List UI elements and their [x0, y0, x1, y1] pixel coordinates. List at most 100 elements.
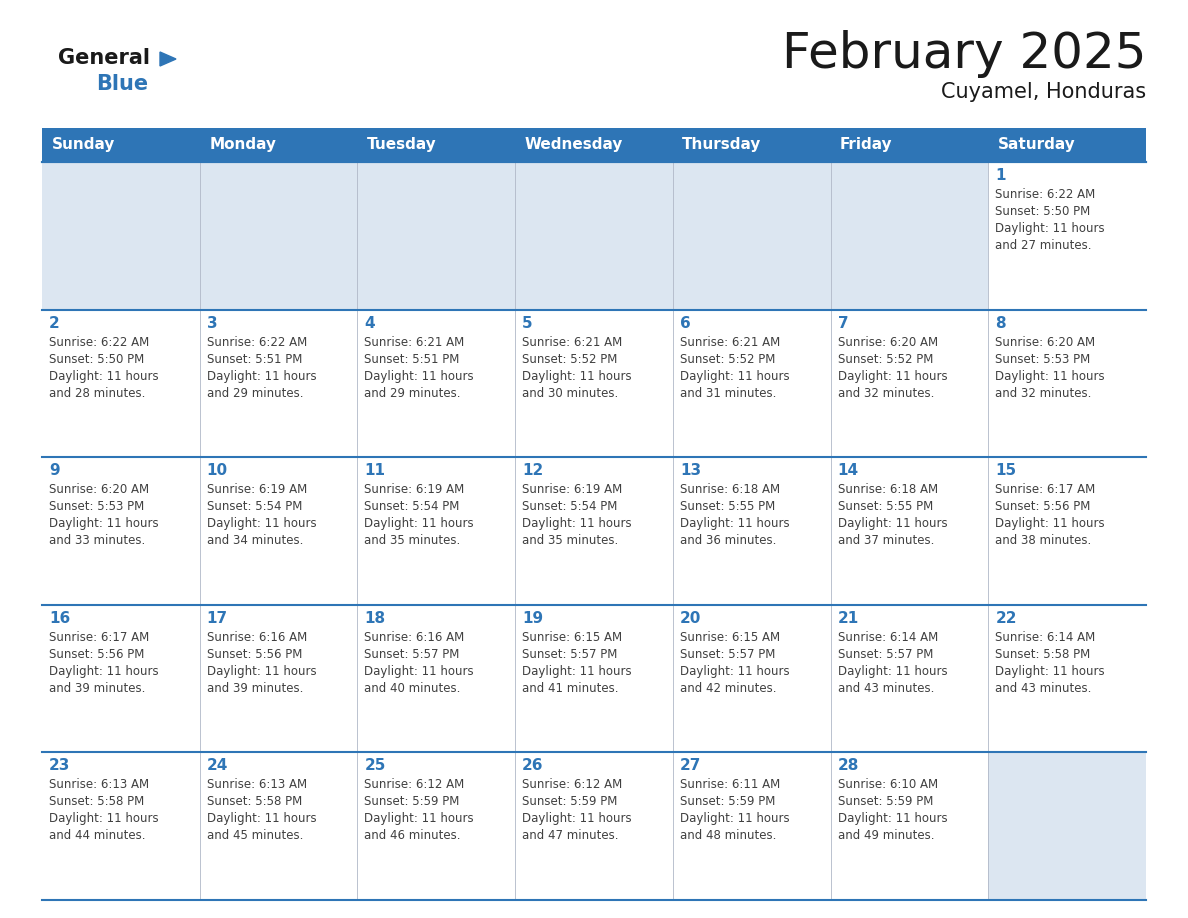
Text: 13: 13	[680, 464, 701, 478]
Text: and 36 minutes.: and 36 minutes.	[680, 534, 776, 547]
Text: Sunset: 5:56 PM: Sunset: 5:56 PM	[49, 648, 145, 661]
Text: Tuesday: Tuesday	[367, 138, 437, 152]
Text: Daylight: 11 hours: Daylight: 11 hours	[838, 370, 947, 383]
Bar	[830, 309, 988, 457]
Bar	[200, 605, 358, 753]
Text: 27: 27	[680, 758, 701, 773]
Text: and 32 minutes.: and 32 minutes.	[838, 386, 934, 399]
Bar	[200, 162, 358, 309]
Text: Cuyamel, Honduras: Cuyamel, Honduras	[941, 82, 1146, 102]
Text: and 34 minutes.: and 34 minutes.	[207, 534, 303, 547]
Text: Daylight: 11 hours: Daylight: 11 hours	[523, 517, 632, 531]
Text: Sunrise: 6:14 AM: Sunrise: 6:14 AM	[996, 631, 1095, 644]
Text: Sunset: 5:57 PM: Sunset: 5:57 PM	[680, 648, 776, 661]
Text: Sunrise: 6:17 AM: Sunrise: 6:17 AM	[49, 631, 150, 644]
Bar	[358, 605, 516, 753]
Bar	[672, 128, 830, 162]
Text: Blue: Blue	[96, 74, 148, 94]
Bar	[672, 309, 830, 457]
Text: Sunset: 5:54 PM: Sunset: 5:54 PM	[207, 500, 302, 513]
Bar	[42, 128, 200, 162]
Text: Daylight: 11 hours: Daylight: 11 hours	[523, 370, 632, 383]
Text: Sunset: 5:53 PM: Sunset: 5:53 PM	[996, 353, 1091, 365]
Text: Daylight: 11 hours: Daylight: 11 hours	[365, 517, 474, 531]
Text: 9: 9	[49, 464, 59, 478]
Text: Daylight: 11 hours: Daylight: 11 hours	[996, 222, 1105, 235]
Bar	[830, 128, 988, 162]
Text: Sunrise: 6:11 AM: Sunrise: 6:11 AM	[680, 778, 781, 791]
Bar	[200, 309, 358, 457]
Text: Sunrise: 6:20 AM: Sunrise: 6:20 AM	[49, 483, 150, 497]
Text: Sunrise: 6:12 AM: Sunrise: 6:12 AM	[523, 778, 623, 791]
Text: Daylight: 11 hours: Daylight: 11 hours	[207, 812, 316, 825]
Bar	[42, 605, 200, 753]
Bar	[516, 162, 672, 309]
Text: Sunset: 5:57 PM: Sunset: 5:57 PM	[523, 648, 618, 661]
Text: Daylight: 11 hours: Daylight: 11 hours	[838, 812, 947, 825]
Text: Sunset: 5:52 PM: Sunset: 5:52 PM	[680, 353, 776, 365]
Text: 2: 2	[49, 316, 59, 330]
Text: 19: 19	[523, 610, 543, 626]
Text: Sunday: Sunday	[51, 138, 115, 152]
Text: Daylight: 11 hours: Daylight: 11 hours	[207, 370, 316, 383]
Text: Saturday: Saturday	[998, 138, 1075, 152]
Text: Sunrise: 6:17 AM: Sunrise: 6:17 AM	[996, 483, 1095, 497]
Bar	[516, 457, 672, 605]
Text: and 30 minutes.: and 30 minutes.	[523, 386, 619, 399]
Text: Sunset: 5:50 PM: Sunset: 5:50 PM	[49, 353, 144, 365]
Text: 1: 1	[996, 168, 1006, 183]
Text: Sunset: 5:57 PM: Sunset: 5:57 PM	[365, 648, 460, 661]
Text: Sunset: 5:55 PM: Sunset: 5:55 PM	[680, 500, 775, 513]
Text: Daylight: 11 hours: Daylight: 11 hours	[680, 517, 790, 531]
Text: 3: 3	[207, 316, 217, 330]
Text: and 43 minutes.: and 43 minutes.	[838, 682, 934, 695]
Text: Sunrise: 6:21 AM: Sunrise: 6:21 AM	[365, 336, 465, 349]
Text: and 29 minutes.: and 29 minutes.	[365, 386, 461, 399]
Text: Daylight: 11 hours: Daylight: 11 hours	[365, 665, 474, 677]
Text: Daylight: 11 hours: Daylight: 11 hours	[680, 370, 790, 383]
Text: Sunset: 5:58 PM: Sunset: 5:58 PM	[207, 795, 302, 809]
Polygon shape	[160, 52, 176, 66]
Text: Sunrise: 6:21 AM: Sunrise: 6:21 AM	[523, 336, 623, 349]
Text: 16: 16	[49, 610, 70, 626]
Text: Wednesday: Wednesday	[525, 138, 623, 152]
Text: and 31 minutes.: and 31 minutes.	[680, 386, 776, 399]
Text: Sunrise: 6:12 AM: Sunrise: 6:12 AM	[365, 778, 465, 791]
Text: and 43 minutes.: and 43 minutes.	[996, 682, 1092, 695]
Text: Daylight: 11 hours: Daylight: 11 hours	[49, 665, 159, 677]
Bar	[358, 162, 516, 309]
Bar	[672, 753, 830, 900]
Text: and 33 minutes.: and 33 minutes.	[49, 534, 145, 547]
Text: Daylight: 11 hours: Daylight: 11 hours	[838, 517, 947, 531]
Text: and 47 minutes.: and 47 minutes.	[523, 829, 619, 843]
Text: Sunrise: 6:13 AM: Sunrise: 6:13 AM	[49, 778, 150, 791]
Text: Sunset: 5:58 PM: Sunset: 5:58 PM	[996, 648, 1091, 661]
Text: Sunrise: 6:22 AM: Sunrise: 6:22 AM	[996, 188, 1095, 201]
Text: Daylight: 11 hours: Daylight: 11 hours	[680, 812, 790, 825]
Bar	[358, 753, 516, 900]
Bar	[200, 457, 358, 605]
Text: and 42 minutes.: and 42 minutes.	[680, 682, 776, 695]
Bar	[200, 753, 358, 900]
Text: 28: 28	[838, 758, 859, 773]
Text: Sunset: 5:52 PM: Sunset: 5:52 PM	[838, 353, 933, 365]
Text: Daylight: 11 hours: Daylight: 11 hours	[207, 665, 316, 677]
Text: and 44 minutes.: and 44 minutes.	[49, 829, 145, 843]
Bar	[516, 753, 672, 900]
Text: and 32 minutes.: and 32 minutes.	[996, 386, 1092, 399]
Text: and 27 minutes.: and 27 minutes.	[996, 239, 1092, 252]
Bar	[516, 309, 672, 457]
Bar	[358, 457, 516, 605]
Text: Sunrise: 6:16 AM: Sunrise: 6:16 AM	[207, 631, 307, 644]
Text: Daylight: 11 hours: Daylight: 11 hours	[49, 370, 159, 383]
Bar	[830, 162, 988, 309]
Text: 6: 6	[680, 316, 690, 330]
Bar	[516, 128, 672, 162]
Text: 17: 17	[207, 610, 228, 626]
Bar	[830, 605, 988, 753]
Text: 20: 20	[680, 610, 701, 626]
Text: 15: 15	[996, 464, 1017, 478]
Text: Sunrise: 6:15 AM: Sunrise: 6:15 AM	[523, 631, 623, 644]
Text: and 39 minutes.: and 39 minutes.	[49, 682, 145, 695]
Text: Sunset: 5:59 PM: Sunset: 5:59 PM	[680, 795, 776, 809]
